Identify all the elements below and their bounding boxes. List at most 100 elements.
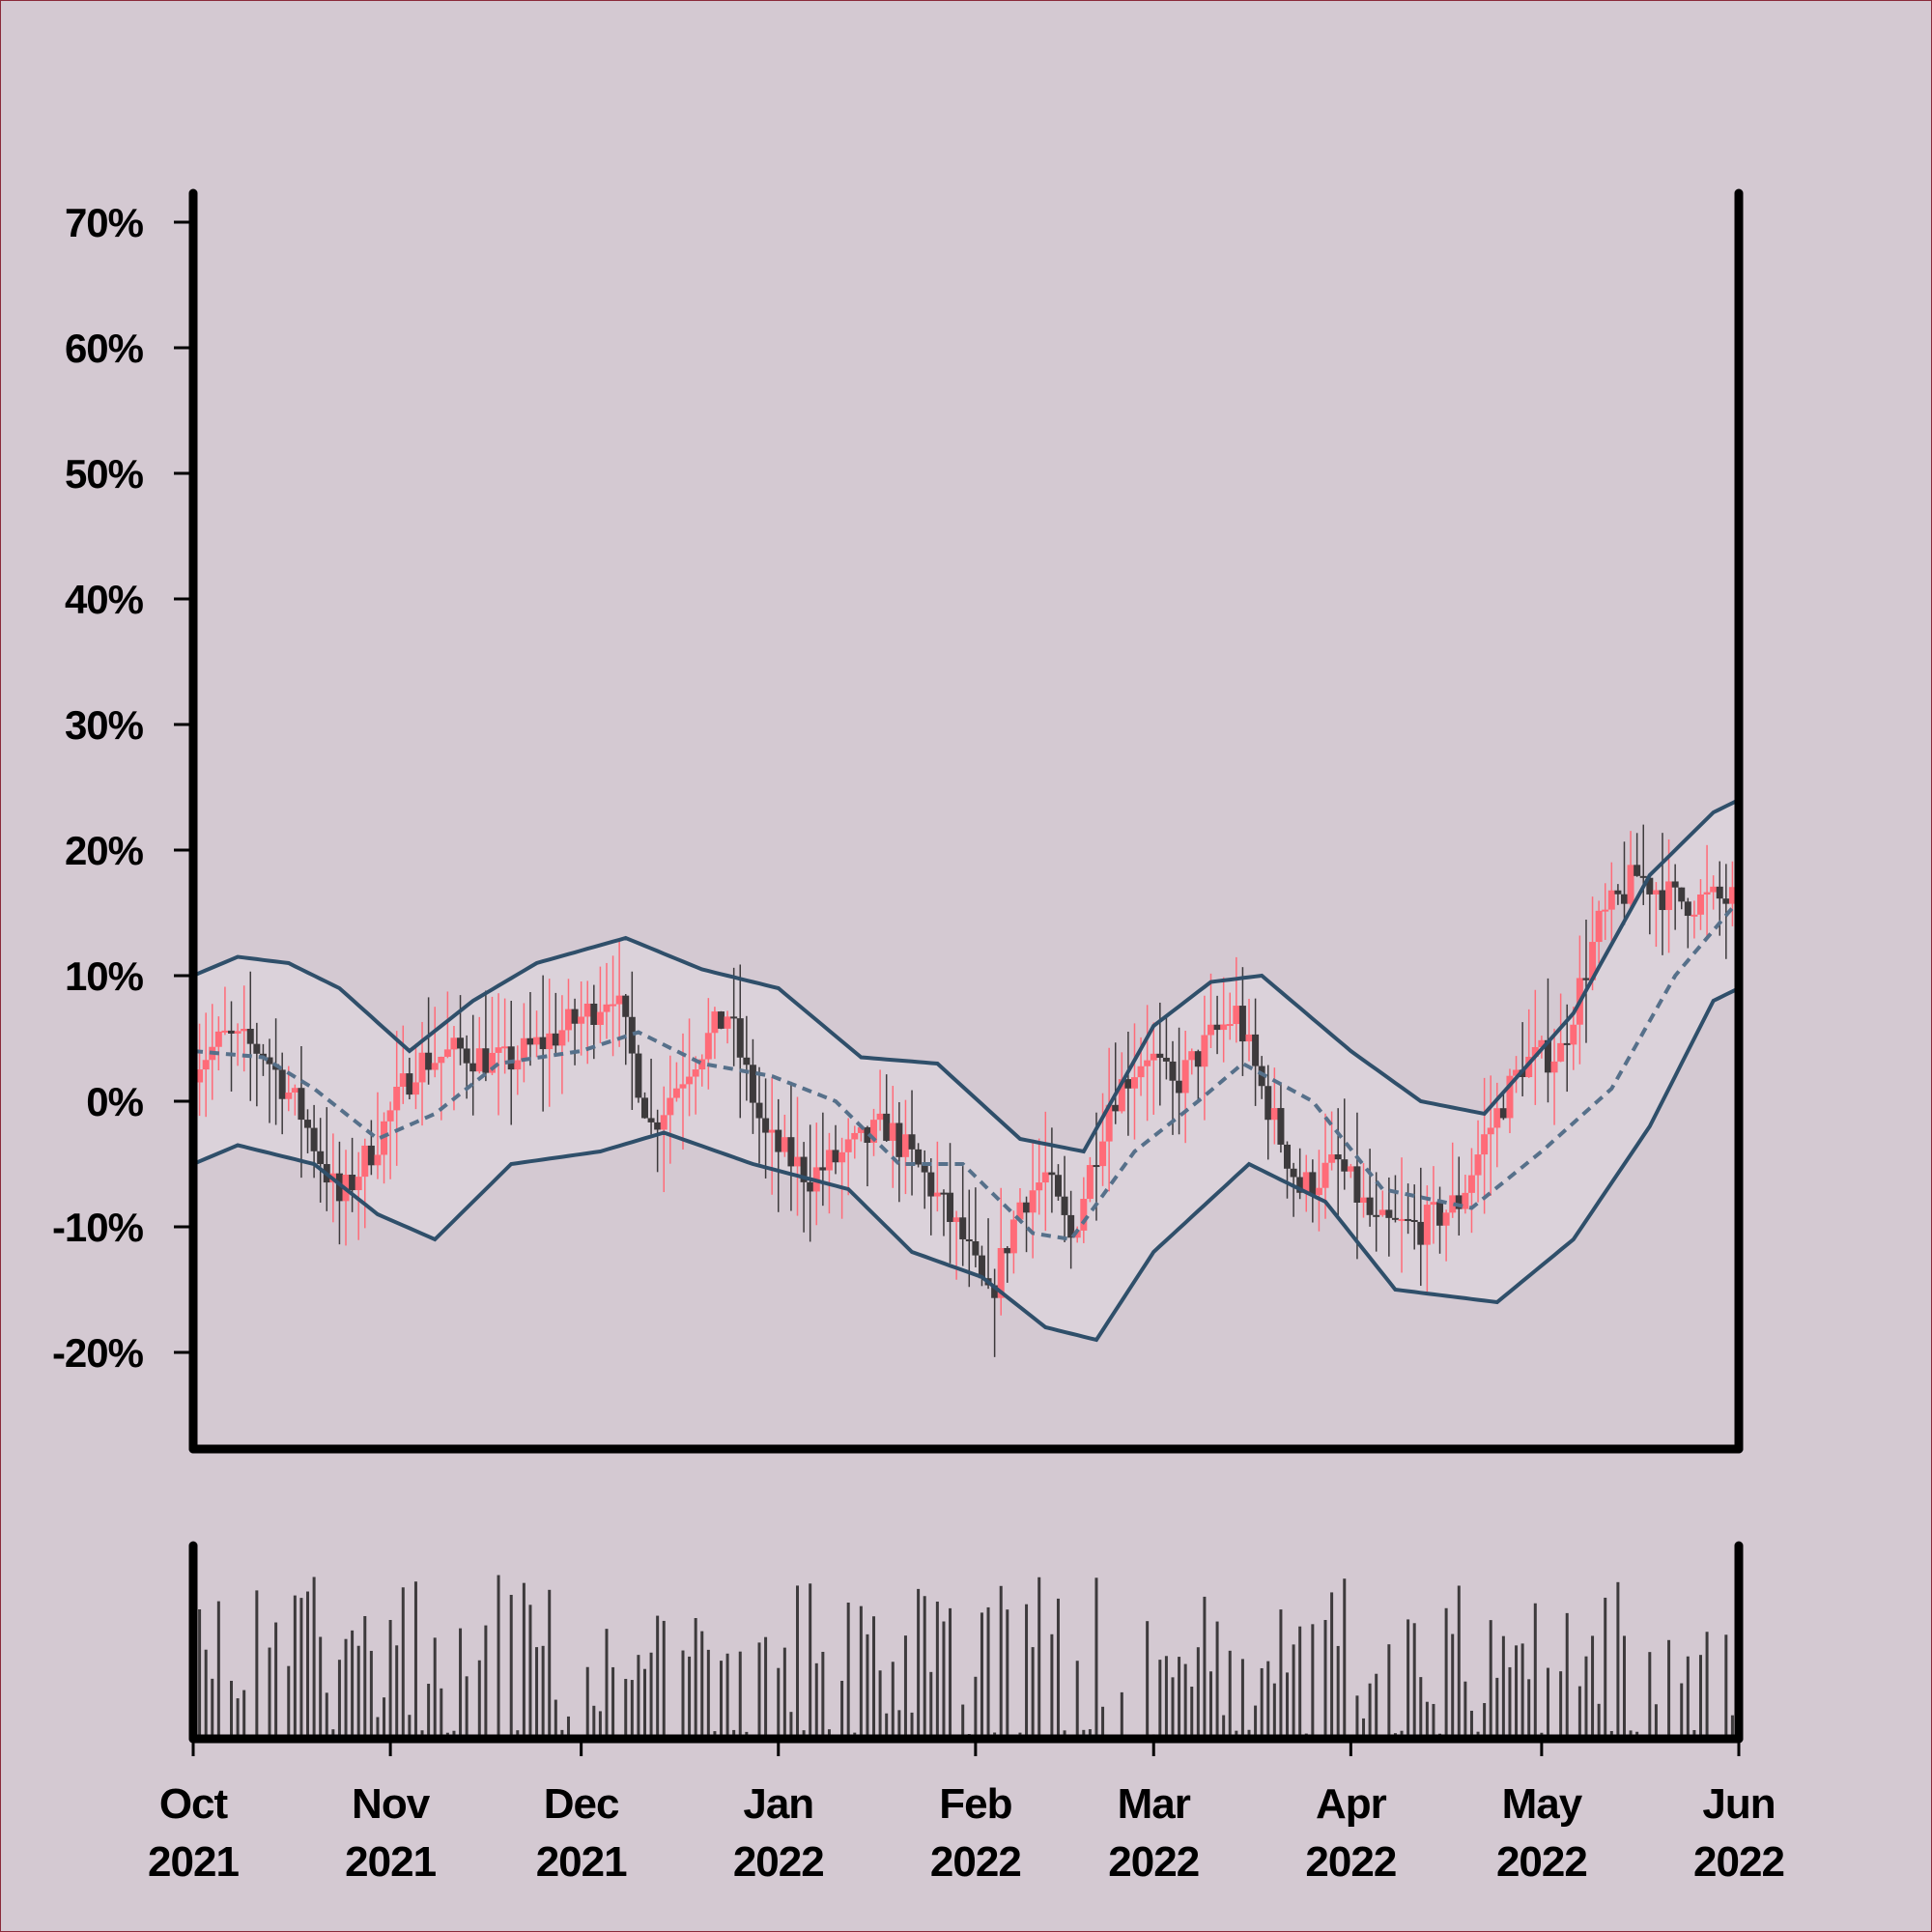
volume-bar — [1425, 1701, 1429, 1739]
volume-bar — [974, 1676, 978, 1739]
volume-bar — [585, 1666, 589, 1739]
candle-body — [1544, 1039, 1551, 1073]
volume-bar — [814, 1662, 818, 1739]
volume-bar — [827, 1729, 831, 1739]
volume-bar — [1158, 1660, 1162, 1739]
volume-bar — [1240, 1659, 1244, 1739]
candle-body — [202, 1060, 210, 1070]
volume-bar — [1146, 1621, 1150, 1739]
candle-body — [1245, 1034, 1253, 1042]
candle-body — [1391, 1217, 1399, 1220]
candle-body — [1162, 1058, 1170, 1062]
volume-bar — [1692, 1729, 1696, 1739]
y-tick-label: 60% — [65, 326, 144, 371]
candle-body — [590, 1003, 598, 1025]
candle-body — [794, 1156, 802, 1167]
candle-body — [1722, 898, 1730, 904]
candle-body — [1226, 1024, 1234, 1027]
y-tick-label: -10% — [52, 1205, 144, 1250]
volume-bar — [459, 1628, 463, 1739]
volume-bar — [1101, 1706, 1105, 1739]
volume-bar — [1228, 1650, 1232, 1739]
candle-body — [711, 1011, 719, 1034]
volume-bar — [319, 1636, 323, 1739]
candle-body — [1710, 886, 1718, 893]
candle-body — [978, 1255, 985, 1279]
candle-body — [787, 1137, 795, 1167]
volume-bar — [949, 1607, 952, 1739]
volume-bar — [465, 1676, 469, 1739]
x-tick-year: 2021 — [536, 1838, 627, 1886]
candle-body — [768, 1129, 776, 1133]
candle-body — [533, 1037, 541, 1045]
candle-body — [615, 995, 623, 1005]
x-tick-month: Mar — [1118, 1780, 1191, 1828]
candle-body — [876, 1113, 884, 1121]
candle-body — [1474, 1154, 1482, 1176]
candle-body — [1373, 1214, 1380, 1217]
candle-body — [1086, 1165, 1094, 1200]
candle-body — [1634, 865, 1641, 876]
candle-body — [1061, 1196, 1068, 1215]
candle-body — [1201, 1035, 1208, 1067]
candle-body — [857, 1126, 865, 1133]
volume-bar — [917, 1588, 921, 1739]
candle-body — [640, 1097, 648, 1119]
volume-bar — [885, 1713, 889, 1739]
candle-body — [1538, 1039, 1546, 1047]
candle-body — [825, 1150, 833, 1171]
volume-bar — [344, 1638, 348, 1739]
candle-body — [1207, 1024, 1214, 1036]
volume-bar — [306, 1591, 310, 1739]
candle-body — [1067, 1214, 1075, 1238]
candle-body — [1614, 890, 1622, 895]
volume-bar — [1463, 1681, 1467, 1739]
candle-body — [908, 1134, 916, 1150]
volume-bar — [1698, 1655, 1702, 1739]
volume-bar — [878, 1670, 882, 1739]
candle-body — [1290, 1168, 1297, 1178]
candle-body — [807, 1181, 814, 1192]
volume-bar — [216, 1601, 220, 1739]
volume-bar — [662, 1620, 666, 1739]
volume-bar — [986, 1606, 990, 1739]
volume-bar — [1279, 1609, 1283, 1739]
volume-bar — [706, 1649, 710, 1739]
candle-body — [349, 1175, 356, 1191]
volume-bar — [388, 1619, 392, 1739]
volume-bar — [363, 1615, 367, 1739]
candle-body — [1264, 1086, 1272, 1121]
candle-body — [514, 1060, 522, 1070]
volume-bar — [1406, 1619, 1410, 1739]
volume-bar — [1515, 1645, 1519, 1739]
candle-body — [959, 1217, 967, 1239]
volume-bar — [681, 1650, 685, 1739]
candle-body — [1284, 1144, 1292, 1169]
volume-bar — [630, 1680, 634, 1739]
volume-bar — [720, 1661, 724, 1739]
candle-body — [1589, 942, 1597, 980]
candle-body — [1321, 1162, 1329, 1188]
candle-body — [1455, 1195, 1463, 1209]
volume-bar — [1082, 1729, 1086, 1739]
volume-bar — [1050, 1634, 1054, 1739]
volume-bar — [809, 1583, 812, 1739]
candle-body — [628, 1016, 636, 1054]
candle-body — [1213, 1024, 1221, 1031]
candle-body — [933, 1192, 941, 1197]
volume-bar — [1730, 1715, 1734, 1739]
volume-bar — [477, 1660, 481, 1739]
candle-body — [558, 1030, 566, 1046]
candle-body — [1462, 1192, 1469, 1209]
candle-body — [915, 1149, 923, 1165]
volume-bar — [725, 1653, 729, 1739]
x-tick-year: 2022 — [733, 1838, 824, 1886]
candle-body — [266, 1057, 273, 1065]
candle-body — [285, 1092, 293, 1099]
candle-body — [425, 1052, 433, 1070]
candle-body — [1296, 1177, 1304, 1193]
candle-body — [679, 1084, 687, 1089]
volume-bar — [605, 1629, 609, 1739]
candle-body — [355, 1177, 362, 1191]
candle-body — [1366, 1197, 1374, 1215]
